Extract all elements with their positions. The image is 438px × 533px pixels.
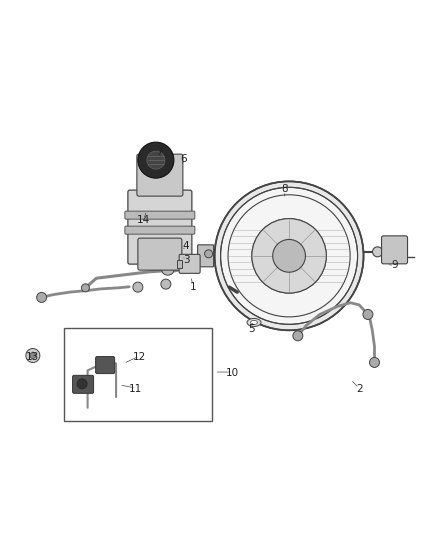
Text: 4: 4 <box>183 241 190 251</box>
Circle shape <box>77 379 87 389</box>
Ellipse shape <box>251 320 258 325</box>
Circle shape <box>215 181 364 330</box>
Text: 14: 14 <box>137 215 150 224</box>
Text: 5: 5 <box>248 325 255 334</box>
Circle shape <box>363 310 373 319</box>
Bar <box>177 260 182 268</box>
Circle shape <box>147 151 165 169</box>
Circle shape <box>221 187 357 325</box>
Circle shape <box>273 239 305 272</box>
Bar <box>64 328 212 421</box>
Text: 8: 8 <box>281 184 288 194</box>
Text: 2: 2 <box>356 384 363 394</box>
Circle shape <box>81 284 89 292</box>
Text: 3: 3 <box>183 255 190 265</box>
Text: 7: 7 <box>156 147 163 157</box>
Circle shape <box>26 349 40 362</box>
Ellipse shape <box>162 265 174 275</box>
Text: 13: 13 <box>26 352 39 362</box>
FancyBboxPatch shape <box>179 254 200 273</box>
Text: 6: 6 <box>180 154 187 164</box>
Circle shape <box>30 352 36 359</box>
Circle shape <box>37 293 46 302</box>
Text: 10: 10 <box>226 368 239 378</box>
Text: 11: 11 <box>129 384 142 394</box>
Circle shape <box>373 247 382 257</box>
Circle shape <box>293 331 303 341</box>
Ellipse shape <box>162 252 174 262</box>
Circle shape <box>370 358 379 367</box>
FancyBboxPatch shape <box>137 154 183 196</box>
Text: 9: 9 <box>391 261 398 270</box>
FancyBboxPatch shape <box>198 245 214 267</box>
Circle shape <box>273 239 305 272</box>
FancyBboxPatch shape <box>128 190 192 264</box>
Text: 12: 12 <box>133 352 146 362</box>
FancyBboxPatch shape <box>73 375 94 393</box>
Circle shape <box>161 279 171 289</box>
FancyBboxPatch shape <box>125 226 195 234</box>
FancyBboxPatch shape <box>125 211 195 219</box>
Ellipse shape <box>247 318 261 327</box>
Text: 1: 1 <box>189 282 196 292</box>
Circle shape <box>133 282 143 292</box>
Circle shape <box>138 142 174 178</box>
Circle shape <box>205 250 212 258</box>
Circle shape <box>252 219 326 293</box>
FancyBboxPatch shape <box>95 357 115 374</box>
FancyBboxPatch shape <box>138 238 182 270</box>
FancyBboxPatch shape <box>381 236 407 264</box>
